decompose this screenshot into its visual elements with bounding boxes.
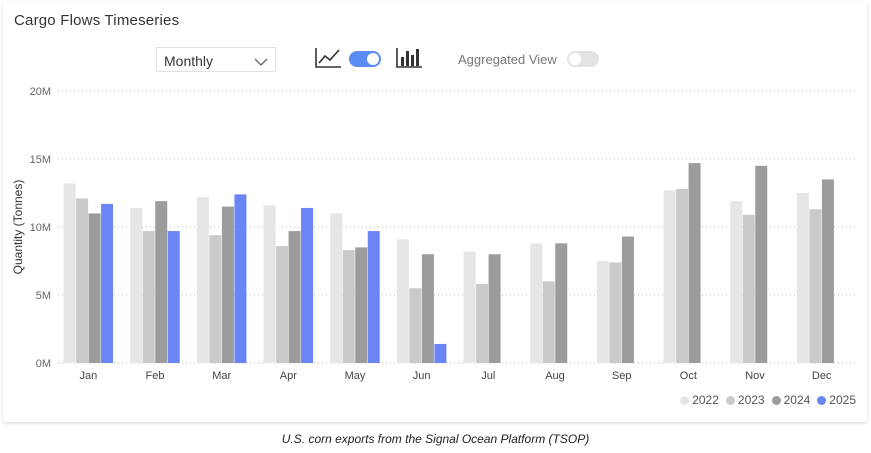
bar-2022-nov: [730, 201, 743, 363]
x-tick-label: Jul: [481, 370, 495, 382]
bar-2022-jun: [396, 239, 409, 363]
legend-item-2023[interactable]: 2023: [725, 393, 765, 407]
y-tick-label: 5M: [36, 290, 51, 302]
bar-2023-jan: [76, 198, 89, 363]
legend-label: 2022: [692, 393, 719, 407]
bar-2022-apr: [263, 205, 276, 363]
x-tick-label: May: [345, 370, 366, 382]
legend-swatch: [771, 395, 781, 405]
bar-2022-dec: [796, 193, 809, 363]
bar-2022-sep: [596, 261, 609, 363]
period-dropdown-value: Monthly: [164, 53, 214, 69]
x-tick-label: Mar: [212, 370, 231, 382]
bar-2025-feb: [167, 231, 180, 363]
y-tick-label: 20M: [30, 86, 51, 98]
legend-swatch: [817, 395, 827, 405]
bar-2025-jun: [434, 343, 447, 363]
legend-label: 2023: [737, 393, 765, 407]
chart-type-toggle[interactable]: [349, 51, 381, 67]
aggregated-view-toggle[interactable]: [567, 51, 599, 67]
aggregated-view-label: Aggregated View: [458, 52, 557, 67]
y-tick-label: 10M: [30, 222, 51, 234]
bar-2022-feb: [130, 207, 143, 363]
legend-item-2022[interactable]: 2022: [680, 393, 719, 407]
bar-2022-oct: [663, 190, 676, 363]
x-tick-label: Dec: [812, 370, 832, 382]
bar-2023-apr: [276, 246, 289, 363]
bar-2022-mar: [196, 197, 209, 363]
chart-legend: 2022 2023 2024 2025: [680, 393, 856, 407]
bar-2023-jul: [476, 284, 489, 363]
legend-label: 2025: [829, 393, 856, 407]
bar-2024-jun: [421, 254, 434, 363]
bar-2022-jul: [463, 251, 476, 363]
bar-2024-oct: [688, 163, 701, 363]
bar-2023-mar: [209, 235, 222, 363]
bar-2025-may: [367, 231, 380, 363]
x-tick-label: Feb: [146, 370, 165, 382]
bar-2023-oct: [676, 188, 689, 363]
bar-2024-jan: [88, 213, 101, 363]
bar-2024-apr: [288, 231, 301, 363]
legend-item-2025[interactable]: 2025: [817, 393, 856, 407]
bar-2024-mar: [221, 206, 234, 363]
toggle-knob: [367, 53, 379, 65]
bar-2025-apr: [301, 207, 314, 363]
bar-2024-nov: [755, 165, 768, 363]
panel-title: Cargo Flows Timeseries: [14, 12, 180, 29]
bar-2023-aug: [542, 281, 555, 363]
legend-label: 2024: [783, 393, 811, 407]
x-tick-label: Oct: [680, 370, 697, 382]
bar-2023-nov: [742, 214, 755, 363]
x-tick-label: Jan: [79, 370, 97, 382]
bar-2024-may: [355, 247, 368, 363]
bar-2025-jan: [101, 203, 114, 363]
y-tick-label: 0M: [36, 358, 51, 370]
figure-caption: U.S. corn exports from the Signal Ocean …: [281, 432, 590, 446]
toggle-knob: [569, 53, 581, 65]
chevron-down-icon: [254, 54, 268, 70]
line-chart-icon[interactable]: [314, 47, 342, 74]
period-dropdown[interactable]: Monthly: [156, 47, 276, 72]
bar-2023-dec: [809, 209, 822, 363]
bar-2024-jul: [488, 254, 501, 363]
bar-2023-may: [342, 250, 355, 363]
x-tick-label: Apr: [280, 370, 297, 382]
legend-swatch: [725, 395, 735, 405]
bar-2024-aug: [555, 243, 568, 363]
bar-2025-mar: [234, 194, 247, 363]
bar-2023-jun: [409, 288, 422, 363]
legend-item-2024[interactable]: 2024: [771, 393, 811, 407]
x-tick-label: Aug: [545, 370, 565, 382]
legend-swatch: [680, 395, 690, 405]
bar-2024-feb: [155, 201, 168, 363]
y-axis-title: Quantity (Tonnes): [11, 180, 25, 275]
bar-2022-aug: [530, 243, 543, 363]
bar-2022-jan: [63, 183, 76, 363]
bar-chart-icon[interactable]: [395, 47, 423, 74]
bar-2023-feb: [142, 231, 155, 363]
bar-2023-sep: [609, 262, 622, 363]
bar-2024-sep: [621, 236, 634, 363]
bar-2024-dec: [821, 179, 834, 363]
x-tick-label: Nov: [745, 370, 765, 382]
y-tick-label: 15M: [30, 154, 51, 166]
x-tick-label: Jun: [413, 370, 431, 382]
x-tick-label: Sep: [612, 370, 632, 382]
bar-2022-may: [330, 213, 343, 363]
